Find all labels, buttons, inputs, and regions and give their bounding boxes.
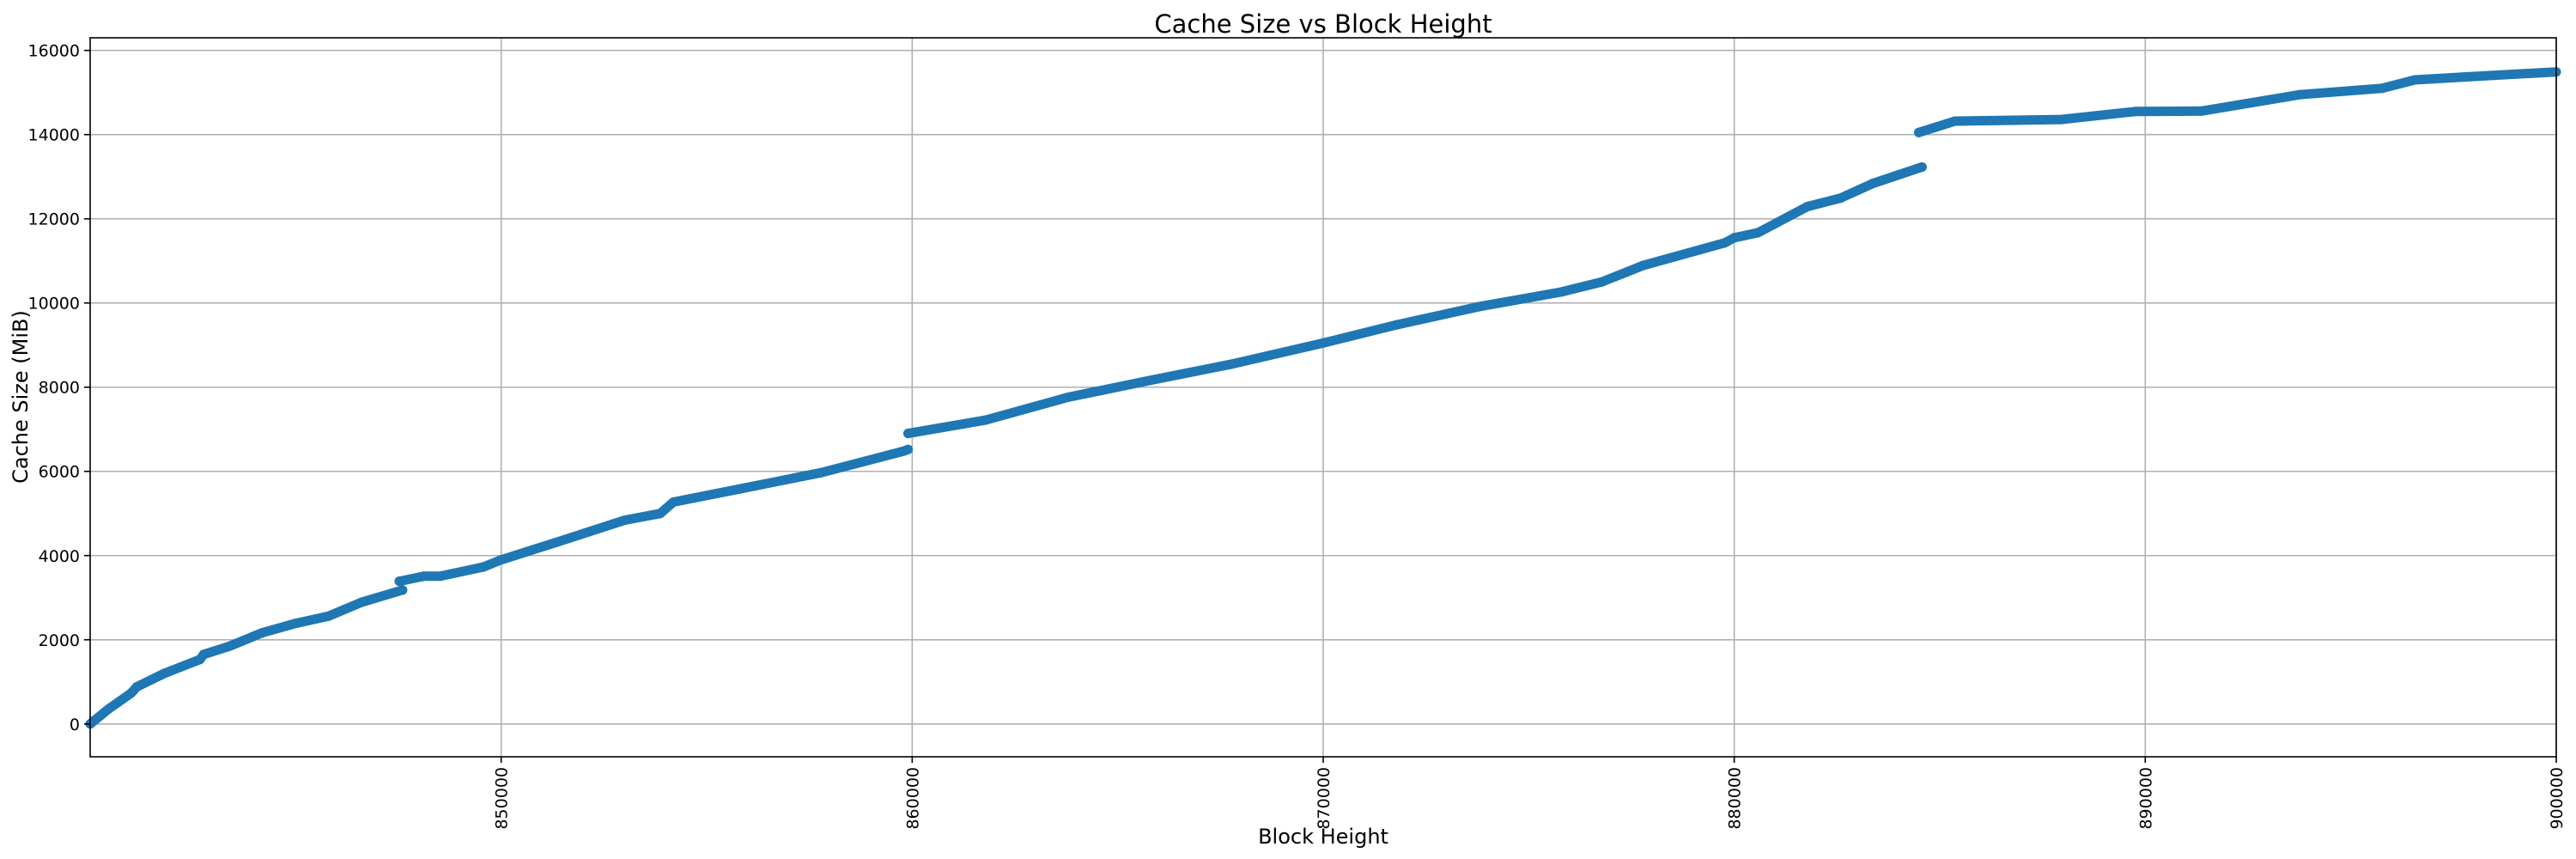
data-point — [2196, 106, 2207, 116]
data-point — [817, 467, 827, 478]
y-tick-label: 12000 — [28, 210, 80, 229]
data-point — [1917, 161, 1927, 172]
data-point — [1868, 179, 1878, 189]
data-point — [2377, 83, 2387, 94]
y-tick-label: 14000 — [28, 126, 80, 145]
data-point — [1835, 193, 1845, 204]
data-point — [903, 429, 914, 439]
series-segment — [1914, 67, 2561, 137]
data-point — [356, 597, 367, 607]
x-tick-label: 900000 — [2548, 767, 2567, 830]
data-point — [394, 576, 404, 587]
data-point — [131, 682, 142, 692]
data-point — [1391, 320, 1401, 330]
data-point — [103, 704, 113, 715]
data-point — [1227, 359, 1237, 369]
data-point — [324, 611, 334, 621]
data-point — [1145, 375, 1155, 386]
x-tick-label: 870000 — [1315, 767, 1334, 830]
data-point — [619, 515, 629, 526]
data-point — [1720, 238, 1730, 248]
data-point — [2130, 107, 2141, 117]
data-point — [1063, 393, 1073, 402]
data-point — [2459, 72, 2470, 82]
x-axis-label: Block Height — [1258, 825, 1388, 849]
series-segment — [85, 585, 408, 729]
y-tick-label: 6000 — [39, 463, 80, 482]
data-point — [1597, 277, 1607, 287]
data-point — [435, 571, 446, 582]
data-point — [2057, 114, 2067, 125]
data-point — [258, 627, 268, 637]
x-tick-label: 860000 — [903, 767, 922, 830]
data-point — [198, 649, 209, 660]
data-point — [2294, 89, 2305, 100]
x-tick-label: 850000 — [493, 767, 512, 830]
data-point — [398, 585, 408, 595]
data-point — [655, 509, 665, 519]
data-point — [225, 641, 235, 651]
data-point — [1729, 233, 1740, 243]
y-tick-label: 8000 — [39, 379, 80, 398]
series-segment — [394, 444, 913, 587]
x-tick-label: 890000 — [2136, 767, 2155, 830]
series-segment — [903, 161, 1927, 439]
data-series — [85, 67, 2561, 729]
data-point — [126, 688, 137, 698]
data-point — [1318, 338, 1328, 348]
y-tick-label: 0 — [70, 716, 80, 734]
data-point — [478, 562, 489, 572]
data-point — [2409, 75, 2420, 85]
y-tick-label: 2000 — [39, 631, 80, 650]
data-point — [419, 571, 429, 582]
y-axis-ticks: 0 2000 4000 6000 8000 10000 12000 14000 16000 — [28, 42, 90, 734]
data-point — [1637, 260, 1648, 271]
data-point — [1473, 302, 1484, 312]
y-tick-label: 16000 — [28, 42, 80, 61]
x-tick-label: 880000 — [1726, 767, 1745, 830]
chart-title: Cache Size vs Block Height — [1154, 9, 1492, 39]
x-axis-ticks: 850000 860000 870000 880000 890000 900000 — [493, 757, 2567, 830]
data-point — [159, 668, 169, 679]
data-point — [981, 415, 991, 425]
grid — [90, 38, 2557, 757]
data-point — [553, 537, 563, 547]
data-point — [1753, 228, 1763, 238]
data-point — [1556, 287, 1566, 297]
y-tick-label: 4000 — [39, 547, 80, 566]
data-point — [1950, 116, 1960, 126]
data-point — [734, 484, 744, 494]
data-point — [668, 497, 678, 508]
data-point — [903, 444, 914, 454]
y-tick-label: 10000 — [28, 295, 80, 314]
data-point — [290, 618, 301, 629]
y-axis-label: Cache Size (MiB) — [9, 310, 33, 484]
data-point — [1914, 127, 1924, 137]
data-point — [496, 555, 507, 565]
data-point — [1802, 202, 1813, 212]
